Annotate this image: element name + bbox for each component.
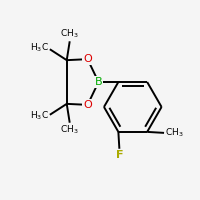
Text: CH$_3$: CH$_3$ — [165, 127, 184, 139]
Text: B: B — [95, 77, 102, 87]
Text: H$_3$C: H$_3$C — [30, 110, 49, 122]
Text: H$_3$C: H$_3$C — [30, 42, 49, 54]
Text: O: O — [83, 54, 92, 64]
Text: O: O — [83, 100, 92, 110]
Text: CH$_3$: CH$_3$ — [60, 28, 79, 40]
Text: CH$_3$: CH$_3$ — [60, 124, 79, 136]
Text: F: F — [116, 150, 123, 160]
